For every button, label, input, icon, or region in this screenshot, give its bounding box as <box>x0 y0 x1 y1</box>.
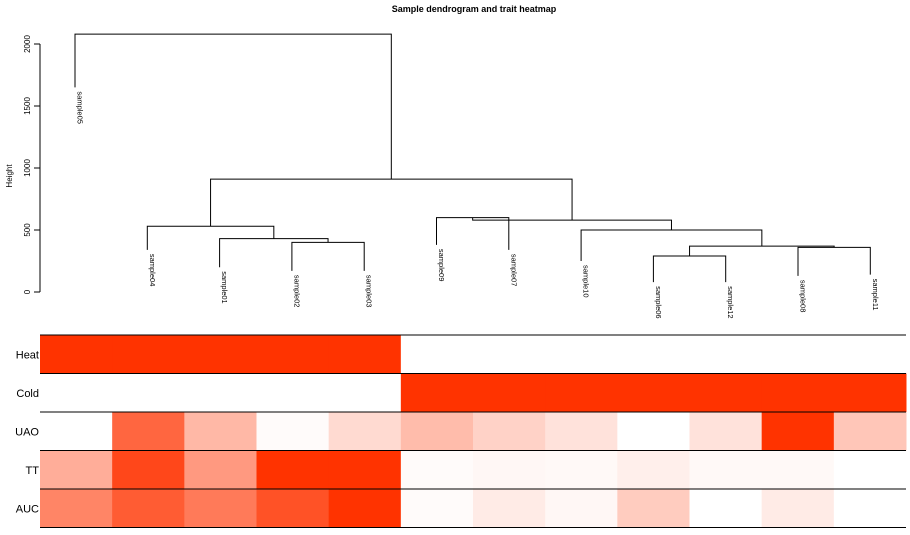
heat-cell-auc-sample12 <box>689 489 763 528</box>
heat-cell-cold-sample12 <box>689 373 763 413</box>
sample-label-sample11: sample11 <box>871 279 880 311</box>
heat-cell-auc-sample03 <box>328 489 402 528</box>
trait-label-heat: Heat <box>16 349 39 361</box>
heat-cell-tt-sample05 <box>40 450 113 490</box>
heat-cell-uao-sample03 <box>328 412 402 451</box>
heat-cell-heat-sample12 <box>689 335 763 374</box>
dendrogram <box>74 33 871 283</box>
y-axis: 0 500 1000 1500 2000 <box>23 35 41 294</box>
heat-cell-uao-sample04 <box>112 412 185 451</box>
sample-label-sample06: sample06 <box>654 286 663 319</box>
heat-cell-auc-sample07 <box>473 489 546 528</box>
heat-cell-cold-sample06 <box>617 373 690 413</box>
sample-label-sample02: sample02 <box>292 275 301 308</box>
sample-labels: sample05 sample04 sample01 sample02 sample03… <box>76 91 880 318</box>
sample-label-sample05: sample05 <box>76 91 85 124</box>
heat-cell-uao-sample11 <box>833 412 907 451</box>
heat-cell-uao-sample12 <box>689 412 763 451</box>
heat-cell-auc-sample06 <box>617 489 690 528</box>
heat-cell-uao-sample10 <box>545 412 618 451</box>
y-axis-label: Height <box>5 164 14 188</box>
heat-cell-cold-sample01 <box>184 373 257 413</box>
dendrogram-branch <box>210 178 573 227</box>
heat-cell-auc-sample10 <box>545 489 618 528</box>
heat-cell-uao-sample05 <box>40 412 113 451</box>
heat-cell-auc-sample09 <box>400 489 474 528</box>
heat-cell-tt-sample07 <box>473 450 546 490</box>
heat-cell-tt-sample01 <box>184 450 257 490</box>
heat-cell-auc-sample02 <box>256 489 330 528</box>
heat-cell-uao-sample07 <box>473 412 546 451</box>
heat-cell-cold-sample09 <box>400 373 474 413</box>
sample-label-sample04: sample04 <box>148 254 157 287</box>
heat-cell-cold-sample07 <box>473 373 546 413</box>
trait-label-uao: UAO <box>15 426 39 438</box>
chart-title: Sample dendrogram and trait heatmap <box>392 4 557 14</box>
heat-cell-cold-sample02 <box>256 373 330 413</box>
heat-cell-tt-sample06 <box>617 450 690 490</box>
trait-heatmap <box>40 334 907 528</box>
heat-cell-heat-sample04 <box>112 335 185 374</box>
sample-label-sample10: sample10 <box>582 265 591 298</box>
heat-cell-heat-sample11 <box>833 335 907 374</box>
heat-cell-heat-sample08 <box>761 335 835 374</box>
dendrogram-branch <box>291 241 365 271</box>
heat-cell-cold-sample05 <box>40 373 113 413</box>
heat-cell-cold-sample10 <box>545 373 618 413</box>
heat-cell-tt-sample10 <box>545 450 618 490</box>
heat-cell-uao-sample02 <box>256 412 330 451</box>
heat-cell-tt-sample04 <box>112 450 185 490</box>
trait-labels: Heat Cold UAO TT AUC <box>15 349 39 515</box>
sample-label-sample03: sample03 <box>365 275 374 308</box>
heat-cell-tt-sample02 <box>256 450 330 490</box>
trait-label-cold: Cold <box>16 388 39 400</box>
dendrogram-branch <box>146 225 275 250</box>
sample-label-sample12: sample12 <box>726 286 735 319</box>
heat-cell-heat-sample03 <box>328 335 402 374</box>
dendrogram-branch <box>219 238 329 268</box>
heat-cell-uao-sample08 <box>761 412 835 451</box>
y-tick-label: 2000 <box>23 35 32 53</box>
sample-label-sample01: sample01 <box>220 271 229 304</box>
dendrogram-branch <box>74 33 392 180</box>
dendrogram-branch <box>436 217 510 250</box>
heat-cell-uao-sample01 <box>184 412 257 451</box>
y-tick-label: 500 <box>23 223 32 237</box>
dendrogram-branch <box>652 255 727 283</box>
heat-cell-cold-sample08 <box>761 373 835 413</box>
heat-cell-auc-sample11 <box>833 489 907 528</box>
heat-cell-tt-sample09 <box>400 450 474 490</box>
heat-cell-cold-sample04 <box>112 373 185 413</box>
heat-cell-heat-sample06 <box>617 335 690 374</box>
heat-cell-heat-sample10 <box>545 335 618 374</box>
heat-cell-heat-sample05 <box>40 335 113 374</box>
heat-cell-tt-sample08 <box>761 450 835 490</box>
heat-cell-heat-sample01 <box>184 335 257 374</box>
trait-label-tt: TT <box>26 465 40 477</box>
heat-cell-auc-sample08 <box>761 489 835 528</box>
trait-label-auc: AUC <box>16 503 39 515</box>
y-tick-label: 1500 <box>23 97 32 115</box>
sample-label-sample09: sample09 <box>437 249 446 282</box>
sample-label-sample08: sample08 <box>799 280 808 313</box>
heat-cell-cold-sample11 <box>833 373 907 413</box>
heat-cell-uao-sample06 <box>617 412 690 451</box>
dendrogram-branch <box>797 246 871 276</box>
heat-cell-uao-sample09 <box>400 412 474 451</box>
heat-cell-heat-sample09 <box>400 335 474 374</box>
heat-cell-auc-sample04 <box>112 489 185 528</box>
heat-cell-cold-sample03 <box>328 373 402 413</box>
heat-cell-tt-sample12 <box>689 450 763 490</box>
y-tick-label: 1000 <box>23 159 32 177</box>
heat-cell-heat-sample07 <box>473 335 546 374</box>
heat-cell-auc-sample05 <box>40 489 113 528</box>
y-tick-label: 0 <box>23 289 32 294</box>
heat-cell-heat-sample02 <box>256 335 330 374</box>
sample-label-sample07: sample07 <box>509 254 518 287</box>
heat-cell-tt-sample11 <box>833 450 907 490</box>
heat-cell-auc-sample01 <box>184 489 257 528</box>
heat-cell-tt-sample03 <box>328 450 402 490</box>
